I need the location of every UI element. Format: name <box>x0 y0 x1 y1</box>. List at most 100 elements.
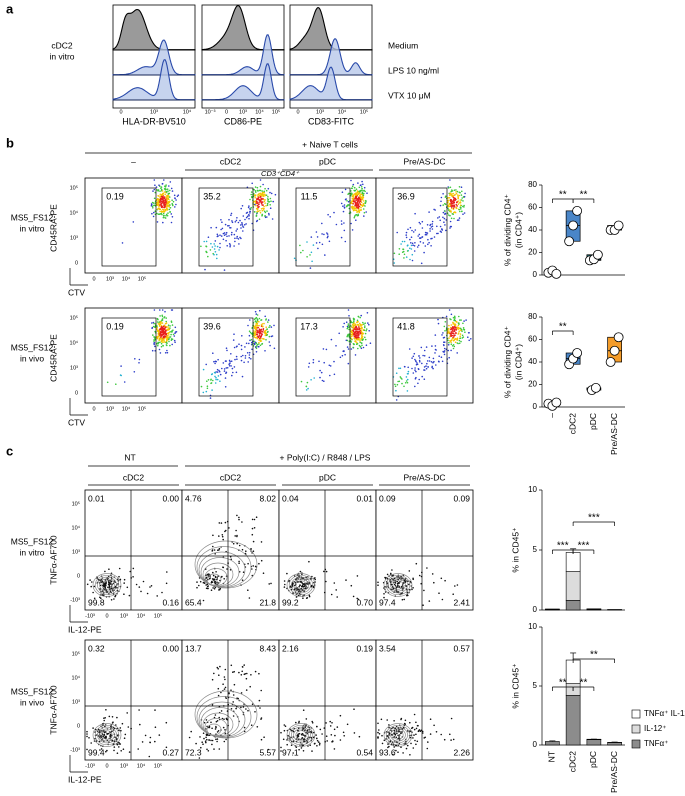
event-dot <box>423 349 426 352</box>
event-dot <box>403 253 406 256</box>
event-dot <box>169 181 172 183</box>
event-dot <box>361 194 364 196</box>
event-dot <box>162 208 164 211</box>
event-dot <box>110 724 112 726</box>
event-dot <box>223 234 226 236</box>
event-dot <box>261 193 264 195</box>
event-dot <box>260 319 262 321</box>
event-dot <box>422 354 424 357</box>
event-dot <box>355 219 357 221</box>
event-dot <box>434 345 437 347</box>
event-dot <box>443 353 446 356</box>
event-dot <box>167 190 169 192</box>
event-dot <box>251 533 254 536</box>
event-dot <box>258 192 261 195</box>
event-dot <box>126 586 129 589</box>
event-dot <box>264 193 266 196</box>
event-dot <box>284 583 286 586</box>
event-dot <box>357 193 360 196</box>
event-dot <box>439 219 442 222</box>
event-dot <box>116 727 118 730</box>
event-dot <box>163 199 165 201</box>
event-dot <box>438 361 440 363</box>
event-dot <box>343 350 345 353</box>
y-axis-label: % of dividing CD4⁺ <box>502 325 512 398</box>
event-dot <box>210 721 212 724</box>
event-dot <box>224 732 227 735</box>
event-dot <box>354 207 356 209</box>
event-dot <box>406 744 409 747</box>
event-dot <box>228 359 231 362</box>
event-dot <box>245 216 248 219</box>
event-dot <box>412 737 414 739</box>
event-dot <box>100 748 103 750</box>
event-dot <box>417 382 419 385</box>
y-tick-label: 0 <box>533 740 538 749</box>
tick-label: 10⁴ <box>137 612 146 619</box>
event-dot <box>235 230 237 232</box>
event-dot <box>440 200 442 203</box>
replicate-dot <box>564 236 575 247</box>
event-dot <box>443 217 446 220</box>
event-dot <box>260 330 262 332</box>
event-dot <box>339 356 342 359</box>
event-dot <box>205 736 207 739</box>
event-dot <box>88 737 90 739</box>
y-tick-label: 10 <box>528 622 537 631</box>
y-axis-label: % of dividing CD4⁺ <box>502 193 512 266</box>
gate-percent: 36.9 <box>397 191 415 201</box>
event-dot <box>230 212 233 215</box>
event-dot <box>261 190 264 192</box>
event-dot <box>224 521 227 524</box>
event-dot <box>164 341 166 344</box>
event-dot <box>351 229 354 231</box>
event-dot <box>240 344 243 347</box>
contour <box>295 580 307 590</box>
gate <box>101 317 157 397</box>
event-dot <box>260 328 263 331</box>
event-dot <box>166 571 168 573</box>
replicate-dot <box>568 220 579 231</box>
event-dot <box>156 325 158 327</box>
event-dot <box>428 360 431 362</box>
significance: *** <box>557 541 569 552</box>
event-dot <box>398 248 401 250</box>
event-dot <box>139 723 141 726</box>
event-dot <box>452 195 454 197</box>
event-dot <box>161 591 163 594</box>
event-dot <box>239 224 242 226</box>
tick-label: 10³ <box>150 109 158 115</box>
group-label: cDC2 <box>220 156 242 166</box>
event-dot <box>310 379 312 381</box>
event-dot <box>455 332 457 334</box>
event-dot <box>225 231 228 234</box>
contour <box>288 574 314 596</box>
event-dot <box>169 207 172 209</box>
event-dot <box>345 205 348 208</box>
event-dot <box>256 314 259 316</box>
event-dot <box>417 368 420 370</box>
event-dot <box>264 215 266 217</box>
label: in vivo <box>20 353 44 363</box>
event-dot <box>157 329 159 332</box>
event-dot <box>120 750 122 752</box>
event-dot <box>407 594 409 597</box>
event-dot <box>409 247 411 250</box>
event-dot <box>121 722 124 725</box>
event-dot <box>242 215 245 217</box>
event-dot <box>356 193 358 196</box>
event-dot <box>355 332 357 335</box>
gate <box>392 317 448 397</box>
event-dot <box>156 595 158 597</box>
event-dot <box>366 312 369 314</box>
event-dot <box>439 204 442 207</box>
event-dot <box>158 332 160 334</box>
event-dot <box>218 535 220 537</box>
event-dot <box>98 731 100 734</box>
event-dot <box>207 585 209 587</box>
event-dot <box>254 317 257 320</box>
axis-label: CTV <box>68 287 85 297</box>
event-dot <box>152 215 155 218</box>
tick-label: 10³ <box>106 276 114 282</box>
label: + Naive T cells <box>302 139 358 149</box>
